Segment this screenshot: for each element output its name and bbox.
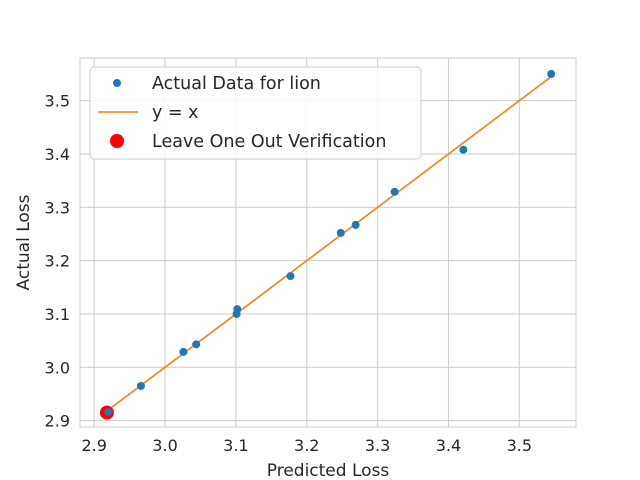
y-tick-label: 3.2 xyxy=(45,252,70,271)
legend-label: y = x xyxy=(152,103,199,123)
data-point xyxy=(459,145,468,154)
data-point xyxy=(104,408,113,417)
legend-label: Actual Data for lion xyxy=(152,74,321,94)
data-point xyxy=(136,381,145,390)
x-tick-label: 3.0 xyxy=(152,436,177,455)
y-tick-label: 2.9 xyxy=(45,412,70,431)
y-equals-x-line xyxy=(106,76,552,412)
data-point xyxy=(233,305,242,314)
data-point xyxy=(286,272,295,281)
legend-box xyxy=(89,66,422,160)
legend-label: Leave One Out Verification xyxy=(152,132,386,152)
data-point xyxy=(336,228,345,237)
legend-marker-leave-one-out xyxy=(110,134,124,148)
data-point xyxy=(390,187,399,196)
x-axis-label: Predicted Loss xyxy=(267,461,390,480)
y-tick-label: 3.5 xyxy=(45,92,70,111)
y-tick-label: 3.3 xyxy=(45,198,70,217)
y-axis-label: Actual Loss xyxy=(14,194,34,290)
y-tick-label: 3.0 xyxy=(45,358,70,377)
data-point-layer xyxy=(99,69,556,420)
x-tick-label: 3.1 xyxy=(223,436,248,455)
data-point xyxy=(179,347,188,356)
legend-marker-actual xyxy=(113,79,121,87)
x-tick-label: 3.2 xyxy=(294,436,319,455)
y-tick-label: 3.4 xyxy=(45,145,70,164)
x-tick-label: 3.4 xyxy=(436,436,461,455)
x-tick-label: 3.5 xyxy=(507,436,532,455)
y-tick-label: 3.1 xyxy=(45,305,70,324)
x-tick-label: 3.3 xyxy=(365,436,390,455)
reference-line-layer xyxy=(106,76,552,412)
plot-area-frame xyxy=(79,57,577,428)
data-point xyxy=(192,340,201,349)
x-tick-label: 2.9 xyxy=(81,436,106,455)
data-point xyxy=(351,220,360,229)
tick-label-layer: 2.9 3.0 3.1 3.2 3.3 3.4 3.5 2.9 3.0 3.1 3.2 3.3 3.4 3… xyxy=(45,92,532,455)
data-point xyxy=(547,69,556,78)
legend: Actual Data for lion y = x Leave One Out V… xyxy=(89,66,422,160)
